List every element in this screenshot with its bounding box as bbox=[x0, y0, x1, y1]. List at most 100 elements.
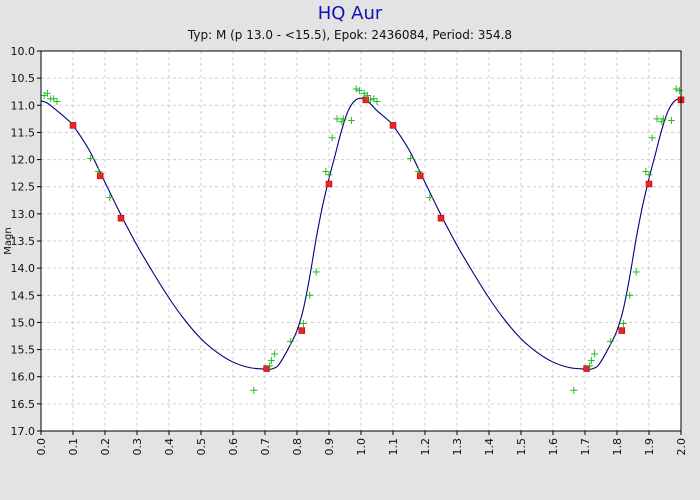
x-tick-label: 0.8 bbox=[291, 438, 304, 456]
y-tick-label: 15.5 bbox=[11, 344, 36, 357]
fit-point bbox=[69, 122, 77, 129]
observation-point bbox=[373, 97, 381, 105]
x-tick-label: 0.3 bbox=[131, 438, 144, 456]
y-tick-label: 16.0 bbox=[11, 371, 36, 384]
observation-point bbox=[95, 168, 103, 176]
fit-point bbox=[263, 365, 270, 372]
y-tick-label: 14.0 bbox=[11, 262, 36, 275]
observation-point bbox=[355, 87, 363, 95]
observation-point bbox=[328, 134, 336, 142]
observation-point bbox=[632, 268, 640, 276]
axes: 10.0 10.5 11.0 11.5 12.0 12.5 13.0 13.5 14.0 14.5… bbox=[11, 45, 689, 456]
x-tick-label: 0.1 bbox=[67, 438, 80, 456]
x-tick-label: 1.8 bbox=[611, 438, 624, 456]
observation-point bbox=[352, 85, 360, 93]
x-tick-label: 1.5 bbox=[515, 438, 528, 456]
y-tick-label: 10.5 bbox=[11, 72, 36, 85]
observation-point bbox=[271, 350, 279, 358]
y-tick-label: 11.0 bbox=[11, 99, 36, 112]
observation-point bbox=[312, 268, 320, 276]
observation-point bbox=[415, 168, 423, 176]
x-tick-label: 1.4 bbox=[483, 438, 496, 456]
fit-point bbox=[437, 214, 445, 222]
observation-point bbox=[586, 362, 594, 370]
y-tick-label: 13.0 bbox=[11, 208, 36, 221]
x-tick-label: 1.7 bbox=[579, 438, 592, 456]
x-tick-label: 0.0 bbox=[35, 438, 48, 456]
observation-point bbox=[106, 194, 114, 202]
x-tick-label: 0.4 bbox=[163, 438, 176, 456]
fit-point bbox=[298, 327, 306, 334]
observation-point bbox=[266, 362, 274, 370]
observation-point bbox=[675, 87, 683, 95]
fit-point bbox=[583, 365, 590, 372]
observation-point bbox=[659, 115, 667, 123]
y-tick-label: 12.0 bbox=[11, 154, 36, 167]
x-tick-label: 1.2 bbox=[419, 438, 432, 456]
observation-point bbox=[426, 194, 434, 202]
observation-point bbox=[407, 154, 415, 162]
fit-point bbox=[389, 122, 397, 129]
observation-point bbox=[339, 115, 347, 123]
x-tick-label: 0.2 bbox=[99, 438, 112, 456]
fit-point bbox=[117, 214, 125, 222]
x-tick-label: 0.7 bbox=[259, 438, 272, 456]
observation-point bbox=[53, 97, 61, 105]
fit-point bbox=[618, 327, 626, 334]
observation-point bbox=[363, 92, 371, 100]
observation-point bbox=[626, 291, 634, 299]
y-tick-label: 14.5 bbox=[11, 289, 36, 302]
observation-point bbox=[667, 116, 675, 124]
observation-point bbox=[87, 154, 95, 162]
fit-point bbox=[645, 180, 653, 188]
observation-point bbox=[591, 350, 599, 358]
grid-lines bbox=[41, 51, 681, 431]
x-tick-label: 1.3 bbox=[451, 438, 464, 456]
observation-point bbox=[43, 89, 51, 97]
y-tick-label: 16.5 bbox=[11, 398, 36, 411]
observation-point bbox=[645, 171, 653, 179]
fit-point bbox=[416, 172, 424, 180]
plot-frame bbox=[40, 50, 682, 432]
x-tick-label: 1.9 bbox=[643, 438, 656, 456]
chart-title: HQ Aur bbox=[317, 3, 383, 24]
y-tick-label: 11.5 bbox=[11, 126, 36, 139]
observation-point bbox=[322, 168, 330, 176]
observation-point bbox=[672, 85, 680, 93]
x-tick-label: 1.0 bbox=[355, 438, 368, 456]
x-tick-label: 0.9 bbox=[323, 438, 336, 456]
x-tick-label: 1.1 bbox=[387, 438, 400, 456]
x-tick-label: 2.0 bbox=[675, 438, 688, 456]
observation-point bbox=[619, 320, 627, 328]
data-layer bbox=[40, 85, 685, 394]
observation-point bbox=[367, 96, 375, 104]
observation-point bbox=[306, 291, 314, 299]
y-tick-label: 15.0 bbox=[11, 316, 36, 329]
x-tick-label: 0.6 bbox=[227, 438, 240, 456]
observation-point bbox=[250, 386, 258, 394]
observation-point bbox=[642, 168, 650, 176]
observation-point bbox=[267, 356, 275, 364]
y-tick-label: 17.0 bbox=[11, 425, 36, 438]
y-tick-label: 10.0 bbox=[11, 45, 36, 58]
observation-point bbox=[653, 115, 661, 123]
observation-point bbox=[607, 337, 615, 345]
x-tick-label: 0.5 bbox=[195, 438, 208, 456]
observation-point bbox=[299, 320, 307, 328]
observation-point bbox=[325, 171, 333, 179]
light-curve-line bbox=[41, 97, 681, 370]
fit-point bbox=[325, 180, 333, 188]
x-tick-label: 1.6 bbox=[547, 438, 560, 456]
y-tick-label: 12.5 bbox=[11, 181, 36, 194]
observation-point bbox=[333, 115, 341, 123]
observation-point bbox=[587, 356, 595, 364]
chart-subtitle: Typ: M (p 13.0 - <15.5), Epok: 2436084, … bbox=[187, 28, 513, 42]
observation-point bbox=[347, 116, 355, 124]
observation-point bbox=[648, 134, 656, 142]
fit-point bbox=[96, 172, 104, 180]
observation-point bbox=[570, 386, 578, 394]
y-tick-label: 13.5 bbox=[11, 235, 36, 248]
observation-point bbox=[287, 337, 295, 345]
